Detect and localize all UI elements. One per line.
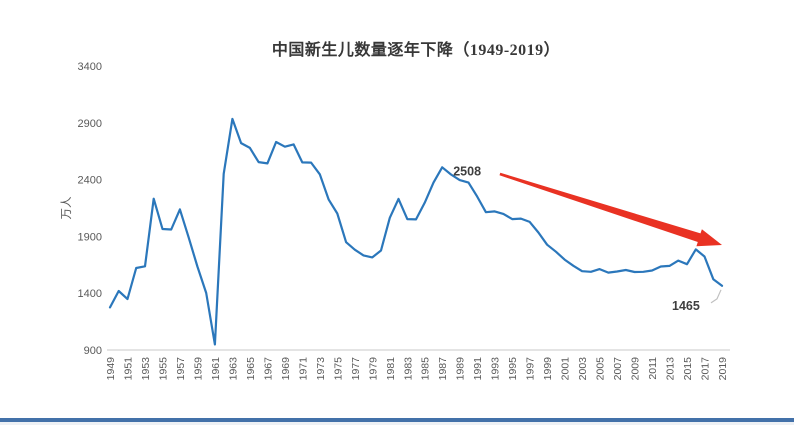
x-tick-label: 1995 bbox=[507, 357, 519, 381]
x-tick-label: 1963 bbox=[227, 357, 239, 381]
x-tick-label: 1957 bbox=[175, 357, 187, 381]
x-tick-label: 1959 bbox=[192, 357, 204, 381]
x-tick-label: 1965 bbox=[245, 357, 257, 381]
y-tick-label: 900 bbox=[84, 345, 102, 357]
x-tick-label: 1981 bbox=[385, 357, 397, 381]
x-tick-label: 1987 bbox=[437, 357, 449, 381]
x-tick-label: 2011 bbox=[647, 357, 659, 380]
x-tick-label: 1955 bbox=[157, 357, 169, 381]
y-tick-label: 3400 bbox=[78, 61, 102, 73]
x-tick-label: 2003 bbox=[577, 357, 589, 381]
x-tick-label: 2001 bbox=[560, 357, 572, 381]
x-tick-label: 1991 bbox=[472, 357, 484, 381]
x-tick-label: 1973 bbox=[315, 357, 327, 381]
x-tick-label: 2009 bbox=[630, 357, 642, 381]
x-tick-label: 1999 bbox=[542, 357, 554, 381]
x-tick-label: 1989 bbox=[455, 357, 467, 381]
data-label: 2508 bbox=[453, 164, 481, 178]
x-tick-label: 1961 bbox=[210, 357, 222, 381]
x-tick-label: 1969 bbox=[280, 357, 292, 381]
chart-title: 中国新生儿数量逐年下降（1949-2019） bbox=[271, 42, 561, 59]
bottom-divider-bar bbox=[0, 418, 794, 422]
data-label: 1465 bbox=[672, 299, 700, 313]
x-tick-label: 1979 bbox=[367, 357, 379, 381]
x-tick-label: 2005 bbox=[595, 357, 607, 381]
x-tick-label: 1993 bbox=[490, 357, 502, 381]
x-tick-label: 1949 bbox=[105, 357, 117, 381]
y-tick-label: 1400 bbox=[78, 288, 102, 300]
x-tick-label: 1985 bbox=[420, 357, 432, 381]
x-tick-label: 1951 bbox=[122, 357, 134, 381]
y-tick-label: 2900 bbox=[78, 118, 102, 130]
annotation-leader-line bbox=[710, 289, 722, 304]
x-tick-label: 1997 bbox=[525, 357, 537, 381]
y-tick-label: 1900 bbox=[78, 231, 102, 243]
x-tick-label: 2013 bbox=[665, 357, 677, 381]
x-tick-label: 2017 bbox=[700, 357, 712, 381]
y-axis-title: 万人 bbox=[60, 196, 73, 219]
x-tick-label: 1977 bbox=[350, 357, 362, 381]
x-tick-label: 2007 bbox=[612, 357, 624, 381]
x-tick-label: 1975 bbox=[332, 357, 344, 381]
bottom-strip bbox=[0, 422, 794, 425]
x-tick-label: 2019 bbox=[717, 357, 729, 381]
x-tick-label: 1967 bbox=[262, 357, 274, 381]
birth-line-series bbox=[108, 117, 724, 346]
x-tick-label: 1971 bbox=[297, 357, 309, 381]
x-tick-label: 2015 bbox=[682, 357, 694, 381]
y-tick-label: 2400 bbox=[78, 175, 102, 187]
x-tick-label: 1953 bbox=[140, 357, 152, 381]
x-tick-label: 1983 bbox=[402, 357, 414, 381]
down-trend-arrow-icon bbox=[499, 172, 722, 247]
